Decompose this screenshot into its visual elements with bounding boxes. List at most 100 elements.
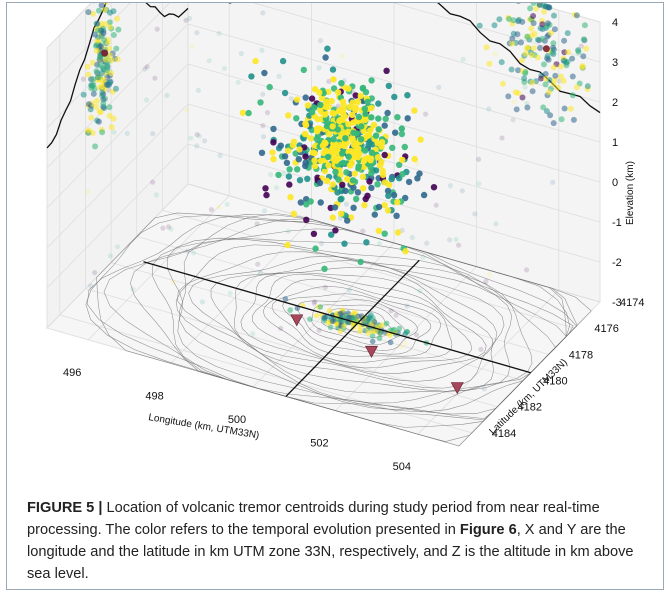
tremor-centroid bbox=[352, 92, 359, 99]
projection-point-right bbox=[548, 29, 555, 36]
faint-point bbox=[578, 43, 584, 49]
tremor-centroid bbox=[281, 153, 289, 160]
projection-point-left bbox=[99, 129, 106, 136]
z-gridline bbox=[46, 23, 601, 169]
projection-point-right bbox=[583, 45, 590, 52]
faint-point bbox=[191, 250, 197, 256]
projection-point-right bbox=[544, 20, 551, 27]
tremor-centroid bbox=[283, 159, 291, 166]
projection-point-left bbox=[92, 143, 99, 150]
tremor-centroid bbox=[289, 142, 297, 149]
projection-point-left bbox=[100, 76, 107, 83]
tremor-centroid bbox=[359, 173, 367, 180]
tremor-centroid bbox=[371, 211, 378, 218]
tremor-centroid bbox=[381, 230, 388, 237]
projection-point-right bbox=[580, 36, 587, 43]
projection-point-floor bbox=[351, 309, 358, 316]
projection-point-floor bbox=[326, 307, 333, 314]
projection-point-floor bbox=[396, 325, 403, 332]
tremor-centroid-core bbox=[339, 150, 346, 157]
projection-point-left bbox=[93, 103, 100, 110]
tremor-centroid-core bbox=[361, 147, 369, 154]
faint-point bbox=[187, 15, 193, 22]
faint-point bbox=[402, 340, 408, 346]
projection-point-right bbox=[521, 75, 528, 82]
reference-cross bbox=[143, 259, 531, 397]
faint-point bbox=[80, 76, 86, 82]
projection-point-left bbox=[113, 85, 119, 92]
faint-point bbox=[150, 131, 156, 137]
projection-point-left bbox=[94, 74, 101, 81]
z-tick-label: -3 bbox=[612, 297, 622, 309]
projection-point-right bbox=[522, 70, 529, 77]
tremor-centroid bbox=[339, 181, 346, 188]
tremor-centroid-core bbox=[356, 150, 363, 157]
faint-point bbox=[254, 221, 260, 227]
tremor-centroid-core bbox=[350, 119, 357, 126]
tremor-centroid bbox=[381, 179, 389, 186]
figure-caption: FIGURE 5 | Location of volcanic tremor c… bbox=[27, 497, 657, 585]
projection-point-left bbox=[90, 76, 97, 83]
tremor-centroid bbox=[266, 83, 273, 91]
tremor-centroid bbox=[383, 67, 390, 75]
tremor-centroid-core bbox=[332, 168, 339, 176]
projection-point-left bbox=[99, 70, 105, 76]
tremor-centroid bbox=[381, 151, 388, 159]
tremor-centroid bbox=[307, 135, 315, 142]
faint-point bbox=[202, 138, 208, 144]
tremor-centroid-core bbox=[340, 102, 347, 109]
tremor-centroid bbox=[287, 194, 294, 201]
tremor-centroid-core bbox=[314, 132, 322, 140]
faint-point bbox=[114, 244, 121, 250]
faint-point bbox=[456, 242, 462, 248]
faint-point bbox=[260, 134, 267, 140]
tremor-centroid-core bbox=[370, 121, 378, 129]
projection-point-right bbox=[513, 106, 520, 113]
tremor-centroid bbox=[368, 77, 375, 84]
profile-line-left bbox=[46, 3, 189, 149]
projection-point-right bbox=[555, 84, 562, 91]
tremor-centroid bbox=[414, 175, 421, 182]
tremor-centroid-core bbox=[372, 132, 380, 139]
projection-point-right bbox=[550, 51, 557, 57]
faint-point bbox=[111, 129, 117, 135]
tremor-centroid bbox=[334, 189, 341, 196]
station-triangles bbox=[290, 314, 464, 395]
tremor-centroid-core bbox=[339, 116, 346, 123]
faint-point bbox=[199, 299, 205, 305]
y-tick-label: 4176 bbox=[594, 323, 618, 335]
tremor-centroid bbox=[257, 99, 264, 106]
projection-point-floor bbox=[402, 331, 409, 337]
tremor-centroid bbox=[293, 115, 300, 122]
topography-profiles bbox=[46, 3, 601, 149]
tremor-centroid bbox=[385, 82, 392, 90]
projection-point-right bbox=[538, 75, 545, 82]
faint-point bbox=[216, 30, 222, 36]
tremor-centroid-core bbox=[355, 113, 363, 121]
projection-point-right bbox=[573, 12, 580, 19]
tremor-centroid-core bbox=[330, 136, 337, 143]
projection-point-right bbox=[551, 12, 557, 19]
tremor-centroid bbox=[312, 245, 319, 252]
tremor-centroid-core bbox=[351, 142, 358, 149]
faint-point bbox=[424, 240, 430, 246]
faint-point bbox=[316, 65, 322, 71]
faint-point bbox=[393, 312, 399, 318]
projection-point-left bbox=[103, 3, 109, 5]
faint-point bbox=[195, 87, 201, 93]
projection-point-left bbox=[97, 43, 104, 50]
figure-label: FIGURE 5 | bbox=[27, 500, 103, 516]
tremor-centroid bbox=[331, 204, 339, 211]
tremor-centroid bbox=[417, 136, 424, 143]
tremor-centroid bbox=[296, 146, 303, 153]
projection-point-right bbox=[530, 45, 537, 52]
projection-point-floor bbox=[383, 320, 390, 327]
figure-reference[interactable]: Figure 6 bbox=[459, 522, 517, 538]
faint-point bbox=[194, 30, 200, 36]
tremor-centroid-core bbox=[318, 94, 326, 102]
tremor-centroid bbox=[245, 109, 252, 117]
faint-point bbox=[260, 123, 266, 129]
y-tick-label: 4180 bbox=[543, 376, 567, 388]
faint-point bbox=[447, 237, 453, 243]
tremor-centroid bbox=[279, 57, 287, 65]
